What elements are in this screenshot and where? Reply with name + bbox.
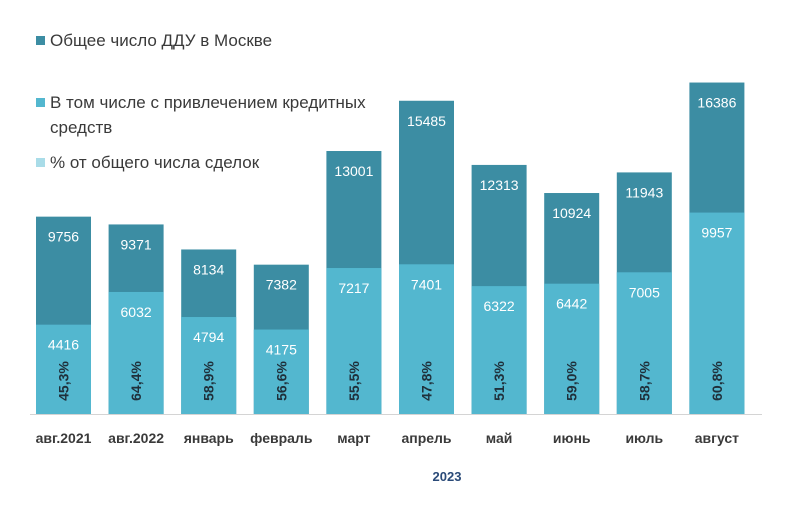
data-label-percent: 55,5% — [346, 361, 362, 401]
data-label-percent: 51,3% — [491, 361, 507, 401]
bar-credit — [326, 268, 382, 414]
data-label-percent: 64,4% — [128, 361, 144, 401]
data-label-credit: 7217 — [338, 280, 369, 296]
legend-item-credit: В том числе с привлечением кредитных сре… — [36, 90, 390, 140]
data-label-credit: 9957 — [701, 225, 732, 241]
legend-label-credit: В том числе с привлечением кредитных сре… — [50, 93, 366, 137]
data-label-percent: 45,3% — [56, 361, 72, 401]
data-label-total: 9756 — [48, 229, 79, 245]
x-tick-label: январь — [184, 430, 234, 446]
data-label-credit: 4416 — [48, 337, 79, 353]
x-tick-label: июль — [625, 430, 663, 446]
data-label-percent: 56,6% — [273, 361, 289, 401]
legend-label-percent: % от общего числа сделок — [50, 153, 260, 172]
bar-credit — [36, 324, 91, 414]
x-tick-label: авг.2022 — [108, 430, 164, 446]
bar-credit — [108, 291, 164, 414]
data-label-credit: 7401 — [411, 276, 442, 292]
data-label-percent: 47,8% — [419, 361, 435, 401]
data-label-percent: 59,0% — [564, 361, 580, 401]
data-label-total: 10924 — [552, 205, 591, 221]
bar-credit — [689, 212, 745, 414]
x-tick-label: май — [486, 430, 513, 446]
bar-credit — [399, 264, 454, 414]
data-label-credit: 7005 — [629, 284, 660, 300]
data-label-credit: 6442 — [556, 296, 587, 312]
x-tick-label: июнь — [553, 430, 591, 446]
legend-swatch-total — [36, 36, 45, 45]
data-label-total: 8134 — [193, 261, 224, 277]
legend-swatch-percent — [36, 158, 45, 167]
x-tick-label: февраль — [250, 430, 313, 446]
bar-credit — [544, 283, 600, 414]
data-label-total: 12313 — [480, 177, 519, 193]
bar-credit — [471, 286, 527, 414]
data-label-percent: 58,7% — [636, 361, 652, 401]
x-tick-label: апрель — [401, 430, 451, 446]
legend-label-total: Общее число ДДУ в Москве — [50, 31, 273, 50]
data-label-credit: 6322 — [484, 298, 515, 314]
x-tick-label: март — [337, 430, 370, 446]
data-label-total: 7382 — [266, 277, 297, 293]
bar-credit — [253, 329, 309, 414]
data-label-credit: 4175 — [266, 342, 297, 358]
data-label-percent: 60,8% — [709, 361, 725, 401]
data-label-credit: 4794 — [193, 329, 224, 345]
x-group-label: 2023 — [433, 469, 462, 484]
bar-credit — [181, 317, 237, 414]
legend-item-total: Общее число ДДУ в Москве — [36, 28, 272, 53]
legend-swatch-credit — [36, 98, 45, 107]
data-label-percent: 58,9% — [201, 361, 217, 401]
x-tick-label: авг.2021 — [36, 430, 92, 446]
data-label-credit: 6032 — [121, 304, 152, 320]
bar-credit — [616, 272, 672, 414]
data-label-total: 16386 — [697, 95, 736, 111]
legend-item-percent: % от общего числа сделок — [36, 150, 259, 175]
data-label-total: 13001 — [334, 163, 373, 179]
data-label-total: 11943 — [625, 184, 663, 200]
x-tick-label: август — [695, 430, 739, 446]
data-label-total: 15485 — [407, 113, 446, 129]
data-label-total: 9371 — [121, 236, 152, 252]
